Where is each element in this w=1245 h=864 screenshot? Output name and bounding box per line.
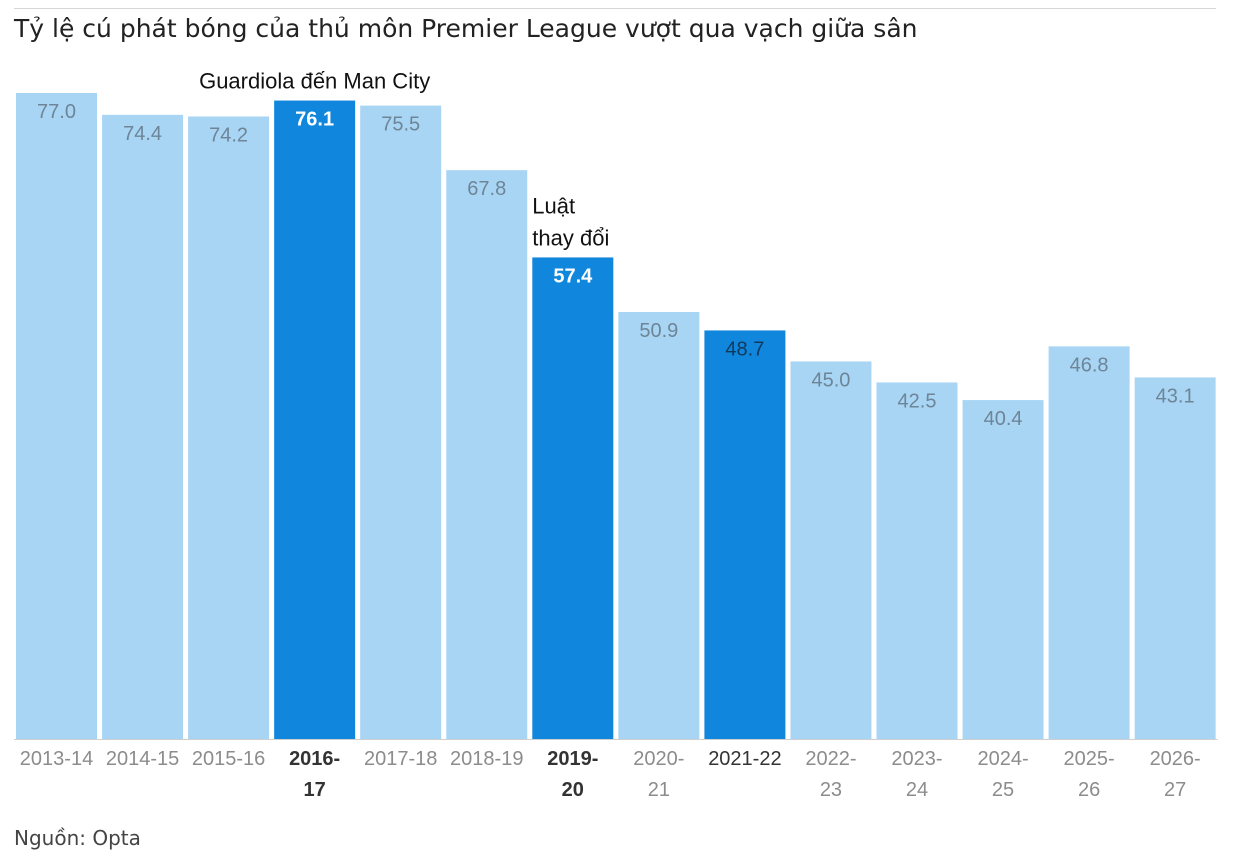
source-note: Nguồn: Opta xyxy=(14,826,141,850)
value-label-2018-19: 67.8 xyxy=(467,178,506,200)
bar-2018-19 xyxy=(446,170,528,739)
tick-label-2018-19: 2018-19 xyxy=(450,748,523,770)
value-label-2024-25: 40.4 xyxy=(984,408,1023,430)
bar-2014-15 xyxy=(102,114,184,739)
bar-2025-26 xyxy=(1048,346,1130,739)
value-label-2014-15: 74.4 xyxy=(123,123,162,145)
tick-label-2017-18: 2017-18 xyxy=(364,748,437,770)
value-label-2019-20: 57.4 xyxy=(553,265,593,287)
bar-2022-23 xyxy=(790,361,872,739)
tick-label-2020-21: 2020-21 xyxy=(633,748,684,801)
value-label-2021-22: 48.7 xyxy=(725,338,764,360)
bar-2015-16 xyxy=(188,116,270,739)
bar-2020-21 xyxy=(618,311,700,739)
tick-label-2015-16: 2015-16 xyxy=(192,748,265,770)
tick-label-2013-14: 2013-14 xyxy=(20,748,93,770)
bar-2023-24 xyxy=(876,382,958,739)
value-label-2015-16: 74.2 xyxy=(209,124,248,146)
annotation-2016-17: Guardiola đến Man City xyxy=(199,69,430,94)
value-label-2013-14: 77.0 xyxy=(37,101,76,123)
tick-label-2023-24: 2023-24 xyxy=(891,748,942,801)
tick-label-2022-23: 2022-23 xyxy=(805,748,856,801)
tick-label-2026-27: 2026-27 xyxy=(1150,748,1201,801)
bar-2019-20 xyxy=(532,257,614,739)
tick-label-2021-22: 2021-22 xyxy=(708,748,781,770)
annotation-2019-20: Luật thay đổi xyxy=(532,193,609,250)
bar-2024-25 xyxy=(962,400,1044,739)
top-rule xyxy=(14,8,1216,9)
value-label-2022-23: 45.0 xyxy=(811,369,850,391)
bar-2013-14 xyxy=(16,93,97,739)
value-label-2025-26: 46.8 xyxy=(1070,354,1109,376)
value-label-2017-18: 75.5 xyxy=(381,114,420,136)
value-label-2020-21: 50.9 xyxy=(639,320,678,342)
tick-label-2016-17: 2016-17 xyxy=(289,748,340,801)
value-label-2016-17: 76.1 xyxy=(295,109,334,131)
tick-label-2019-20: 2019-20 xyxy=(547,748,598,801)
tick-label-2014-15: 2014-15 xyxy=(106,748,179,770)
bar-2017-18 xyxy=(360,105,442,740)
value-label-2026-27: 43.1 xyxy=(1156,385,1195,407)
tick-label-2024-25: 2024-25 xyxy=(977,748,1028,801)
bar-2021-22 xyxy=(704,330,786,739)
value-label-2023-24: 42.5 xyxy=(898,390,937,412)
bar-2026-27 xyxy=(1134,377,1216,739)
tick-label-2025-26: 2025-26 xyxy=(1064,748,1115,801)
bar-2016-17 xyxy=(274,100,356,739)
chart-title: Tỷ lệ cú phát bóng của thủ môn Premier L… xyxy=(14,14,918,43)
